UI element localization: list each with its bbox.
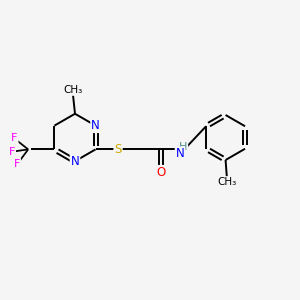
Text: H: H (179, 142, 187, 152)
Text: CH₃: CH₃ (63, 85, 82, 95)
Text: N: N (70, 155, 80, 168)
Text: F: F (14, 159, 20, 169)
Text: S: S (114, 143, 122, 156)
Text: F: F (11, 133, 18, 143)
Text: O: O (156, 166, 165, 179)
Text: N: N (176, 147, 184, 161)
Text: CH₃: CH₃ (217, 177, 236, 187)
Text: N: N (91, 119, 100, 132)
Text: F: F (9, 147, 15, 157)
